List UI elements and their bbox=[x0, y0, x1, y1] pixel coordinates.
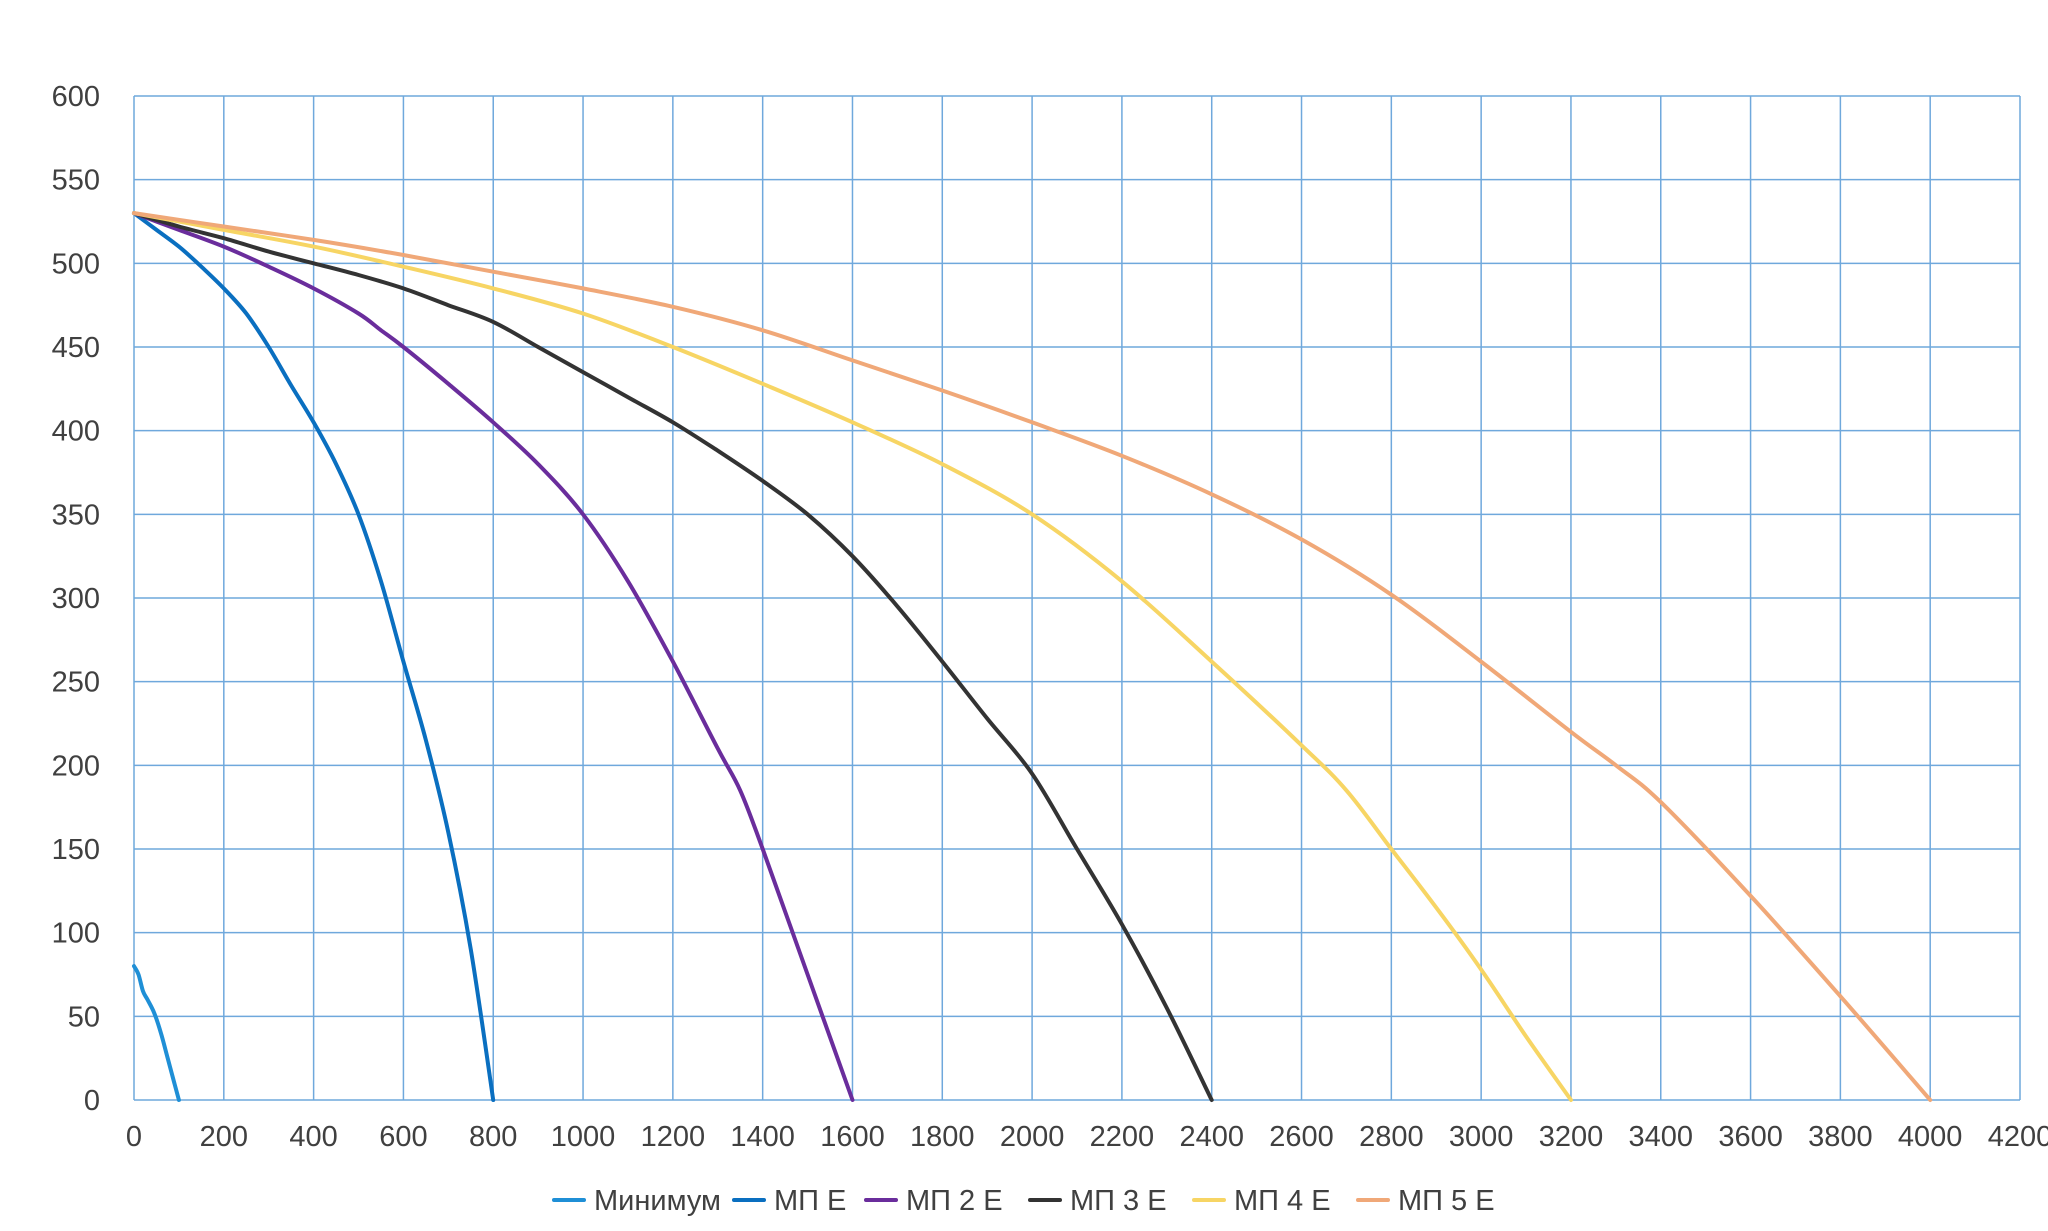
x-tick-label: 4200 bbox=[1988, 1121, 2048, 1153]
series-line-5 bbox=[132, 211, 1933, 1102]
x-tick-label: 2200 bbox=[1090, 1121, 1155, 1153]
series-lines bbox=[132, 211, 1933, 1102]
x-tick-label: 3000 bbox=[1449, 1121, 1514, 1153]
legend-label-0: Минимум bbox=[594, 1185, 721, 1217]
x-tick-label: 1000 bbox=[551, 1121, 616, 1153]
legend-label-4: МП 4 Е bbox=[1234, 1185, 1331, 1217]
x-axis-tick-labels: 0 200 400 600 800 1000 1200 1400 1600 1800 2000 220… bbox=[126, 1121, 2048, 1153]
y-tick-label: 350 bbox=[52, 499, 100, 531]
y-tick-label: 0 bbox=[84, 1085, 100, 1117]
x-tick-label: 200 bbox=[200, 1121, 248, 1153]
x-tick-label: 2000 bbox=[1000, 1121, 1065, 1153]
series-line-0 bbox=[132, 964, 181, 1102]
legend-label-3: МП 3 Е bbox=[1070, 1185, 1167, 1217]
y-tick-label: 50 bbox=[68, 1001, 100, 1033]
x-tick-label: 3200 bbox=[1539, 1121, 1604, 1153]
y-tick-label: 500 bbox=[52, 248, 100, 280]
series-line-1 bbox=[132, 211, 496, 1102]
series-line-2 bbox=[132, 211, 855, 1102]
x-tick-label: 2600 bbox=[1269, 1121, 1334, 1153]
x-tick-label: 800 bbox=[469, 1121, 517, 1153]
x-tick-label: 1600 bbox=[820, 1121, 885, 1153]
y-tick-label: 150 bbox=[52, 834, 100, 866]
x-tick-label: 2400 bbox=[1179, 1121, 1244, 1153]
grid bbox=[133, 95, 2021, 1101]
legend-label-1: МП Е bbox=[774, 1185, 846, 1217]
legend-label-5: МП 5 Е bbox=[1398, 1185, 1495, 1217]
y-tick-label: 400 bbox=[52, 416, 100, 448]
y-axis-tick-labels: 0 50 100 150 200 250 300 350 400 450 500 550 600 bbox=[52, 81, 100, 1117]
x-tick-label: 1200 bbox=[641, 1121, 706, 1153]
y-tick-label: 200 bbox=[52, 750, 100, 782]
y-tick-label: 300 bbox=[52, 583, 100, 615]
x-tick-label: 4000 bbox=[1898, 1121, 1963, 1153]
y-tick-label: 100 bbox=[52, 918, 100, 950]
x-tick-label: 3600 bbox=[1718, 1121, 1783, 1153]
y-tick-label: 250 bbox=[52, 667, 100, 699]
x-tick-label: 400 bbox=[289, 1121, 337, 1153]
legend-label-2: МП 2 Е bbox=[906, 1185, 1003, 1217]
series-line-3 bbox=[132, 211, 1214, 1102]
x-tick-label: 600 bbox=[379, 1121, 427, 1153]
x-tick-label: 0 bbox=[126, 1121, 142, 1153]
x-tick-label: 3400 bbox=[1629, 1121, 1694, 1153]
series-line-4 bbox=[132, 211, 1573, 1102]
legend: Минимум МП Е МП 2 Е МП 3 Е МП 4 Е МП 5 Е bbox=[552, 1185, 1495, 1217]
x-tick-label: 1400 bbox=[730, 1121, 795, 1153]
x-tick-label: 3800 bbox=[1808, 1121, 1873, 1153]
y-tick-label: 450 bbox=[52, 332, 100, 364]
x-tick-label: 2800 bbox=[1359, 1121, 1424, 1153]
x-tick-label: 1800 bbox=[910, 1121, 975, 1153]
y-tick-label: 600 bbox=[52, 81, 100, 113]
y-tick-label: 550 bbox=[52, 165, 100, 197]
